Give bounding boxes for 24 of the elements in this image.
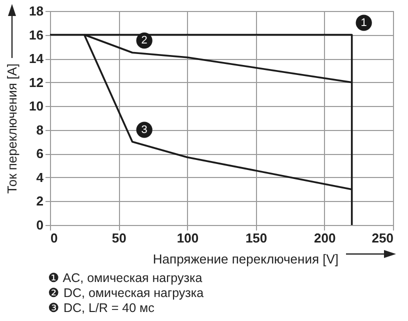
text: ❶ AC, омическая нагрузка [48, 271, 204, 286]
y-axis-title: Ток переключения [A] [4, 64, 20, 194]
y-tick-label: 14 [29, 51, 44, 66]
series-label: 2 [141, 34, 148, 47]
series-label: 3 [141, 124, 148, 136]
y-tick-label: 12 [29, 74, 44, 90]
text: ❷ DC, омическая нагрузка [48, 286, 204, 301]
y-tick-label: 8 [36, 122, 44, 138]
x-tick-label: 0 [50, 230, 58, 246]
x-tick-label: 200 [314, 230, 336, 246]
y-tick-label: 4 [36, 170, 44, 185]
x-tick-label: 100 [176, 230, 199, 246]
y-tick-label: 6 [36, 146, 44, 162]
text: ❸ DC, L/R = 40 мс [48, 301, 156, 316]
y-tick-label: 10 [29, 98, 44, 114]
x-tick-label: 250 [372, 230, 394, 246]
y-tick-label: 2 [36, 194, 44, 209]
x-axis-title: Напряжение переключения [V] [152, 252, 338, 266]
y-tick-label: 0 [36, 218, 44, 232]
x-tick-label: 150 [245, 230, 268, 246]
series-label: 1 [360, 16, 367, 29]
y-tick-label: 18 [29, 4, 44, 18]
y-tick-label: 16 [29, 27, 44, 42]
x-tick-label: 50 [112, 230, 126, 246]
